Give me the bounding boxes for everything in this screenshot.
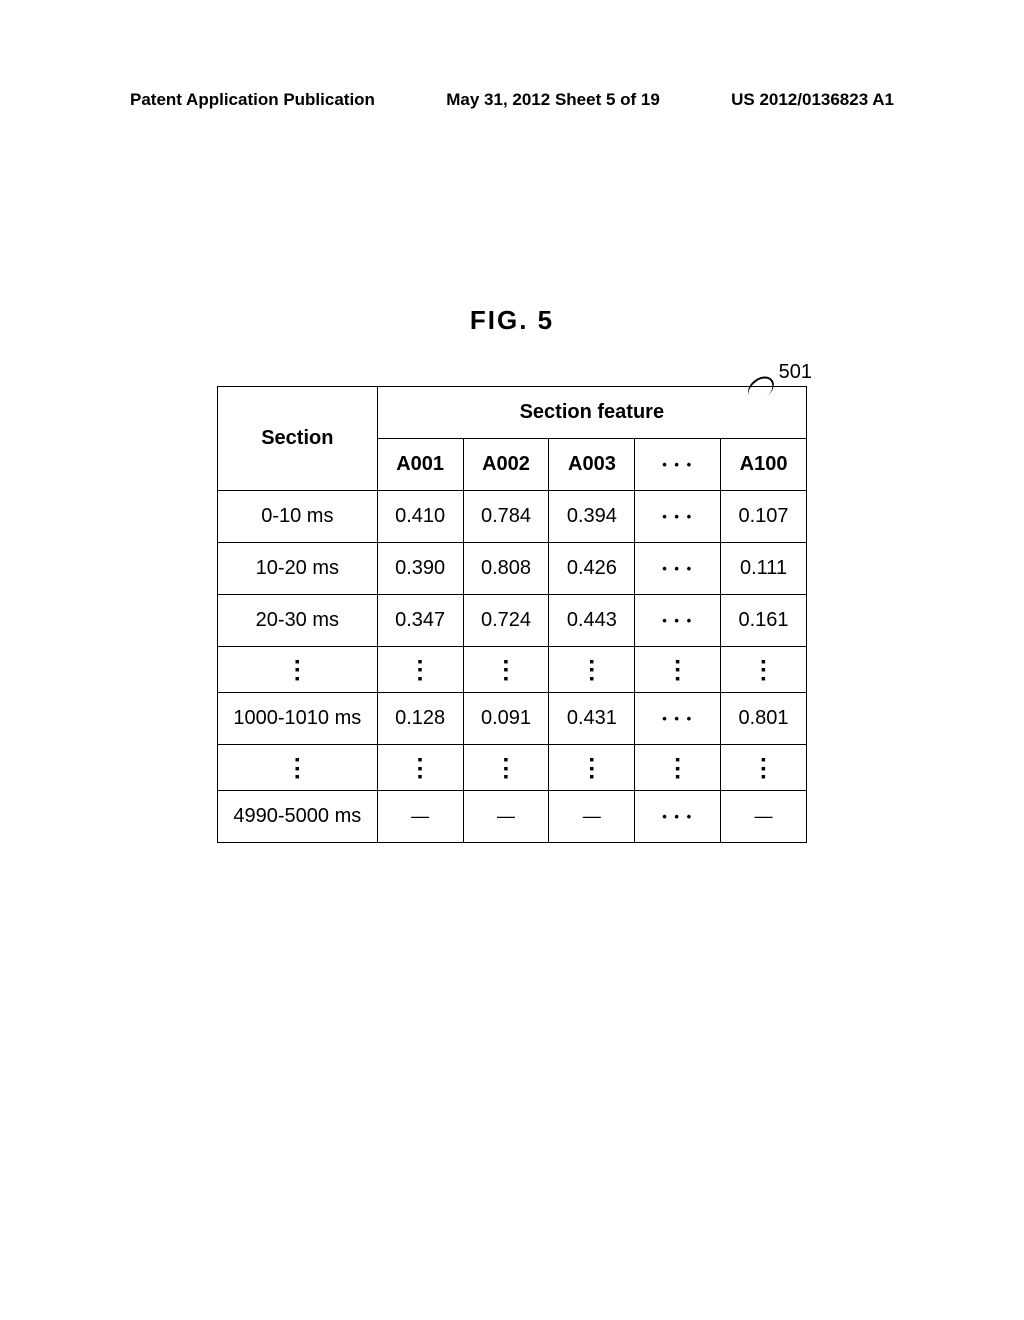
value-cell: 0.808 <box>463 543 549 595</box>
value-cell: 0.347 <box>377 595 463 647</box>
value-cell: 0.390 <box>377 543 463 595</box>
dash-cell: — <box>463 791 549 843</box>
table-row: 1000-1010 ms 0.128 0.091 0.431 • • • 0.8… <box>218 693 807 745</box>
col-a001: A001 <box>377 439 463 491</box>
table-row: 10-20 ms 0.390 0.808 0.426 • • • 0.111 <box>218 543 807 595</box>
value-cell: 0.107 <box>721 491 807 543</box>
vdots-cell: ▪▪▪ <box>635 647 721 693</box>
section-cell: 20-30 ms <box>218 595 378 647</box>
vdots-cell: ▪▪▪ <box>218 647 378 693</box>
dash-cell: — <box>721 791 807 843</box>
dash-cell: — <box>549 791 635 843</box>
hdots-cell: • • • <box>635 595 721 647</box>
vdots-cell: ▪▪▪ <box>463 647 549 693</box>
value-cell: 0.801 <box>721 693 807 745</box>
vdots-cell: ▪▪▪ <box>721 745 807 791</box>
value-cell: 0.128 <box>377 693 463 745</box>
section-cell: 0-10 ms <box>218 491 378 543</box>
vdots-cell: ▪▪▪ <box>549 647 635 693</box>
table-vdots-row: ▪▪▪ ▪▪▪ ▪▪▪ ▪▪▪ ▪▪▪ ▪▪▪ <box>218 745 807 791</box>
table-row: 0-10 ms 0.410 0.784 0.394 • • • 0.107 <box>218 491 807 543</box>
col-a003: A003 <box>549 439 635 491</box>
section-cell: 10-20 ms <box>218 543 378 595</box>
col-a002: A002 <box>463 439 549 491</box>
feature-header: Section feature <box>377 387 806 439</box>
hdots-cell: • • • <box>635 543 721 595</box>
header-right: US 2012/0136823 A1 <box>731 90 894 110</box>
table-wrapper: 501 Section Section feature A001 A002 A0… <box>217 386 807 843</box>
table-header-row-1: Section Section feature <box>218 387 807 439</box>
vdots-cell: ▪▪▪ <box>549 745 635 791</box>
vdots-cell: ▪▪▪ <box>463 745 549 791</box>
value-cell: 0.394 <box>549 491 635 543</box>
col-ellipsis: • • • <box>635 439 721 491</box>
section-feature-table: Section Section feature A001 A002 A003 •… <box>217 386 807 843</box>
dash-cell: — <box>377 791 463 843</box>
value-cell: 0.784 <box>463 491 549 543</box>
hdots-cell: • • • <box>635 491 721 543</box>
table-row: 4990-5000 ms — — — • • • — <box>218 791 807 843</box>
section-cell: 4990-5000 ms <box>218 791 378 843</box>
page-header: Patent Application Publication May 31, 2… <box>0 0 1024 110</box>
section-header: Section <box>218 387 378 491</box>
vdots-cell: ▪▪▪ <box>721 647 807 693</box>
header-center: May 31, 2012 Sheet 5 of 19 <box>446 90 660 110</box>
vdots-cell: ▪▪▪ <box>218 745 378 791</box>
value-cell: 0.431 <box>549 693 635 745</box>
value-cell: 0.426 <box>549 543 635 595</box>
hdots-cell: • • • <box>635 791 721 843</box>
value-cell: 0.111 <box>721 543 807 595</box>
reference-number: 501 <box>779 361 812 384</box>
value-cell: 0.443 <box>549 595 635 647</box>
figure-title: FIG. 5 <box>0 305 1024 336</box>
value-cell: 0.091 <box>463 693 549 745</box>
value-cell: 0.410 <box>377 491 463 543</box>
section-cell: 1000-1010 ms <box>218 693 378 745</box>
vdots-cell: ▪▪▪ <box>635 745 721 791</box>
table-vdots-row: ▪▪▪ ▪▪▪ ▪▪▪ ▪▪▪ ▪▪▪ ▪▪▪ <box>218 647 807 693</box>
value-cell: 0.161 <box>721 595 807 647</box>
col-a100: A100 <box>721 439 807 491</box>
hdots-cell: • • • <box>635 693 721 745</box>
vdots-cell: ▪▪▪ <box>377 745 463 791</box>
table-row: 20-30 ms 0.347 0.724 0.443 • • • 0.161 <box>218 595 807 647</box>
value-cell: 0.724 <box>463 595 549 647</box>
header-left: Patent Application Publication <box>130 90 375 110</box>
vdots-cell: ▪▪▪ <box>377 647 463 693</box>
